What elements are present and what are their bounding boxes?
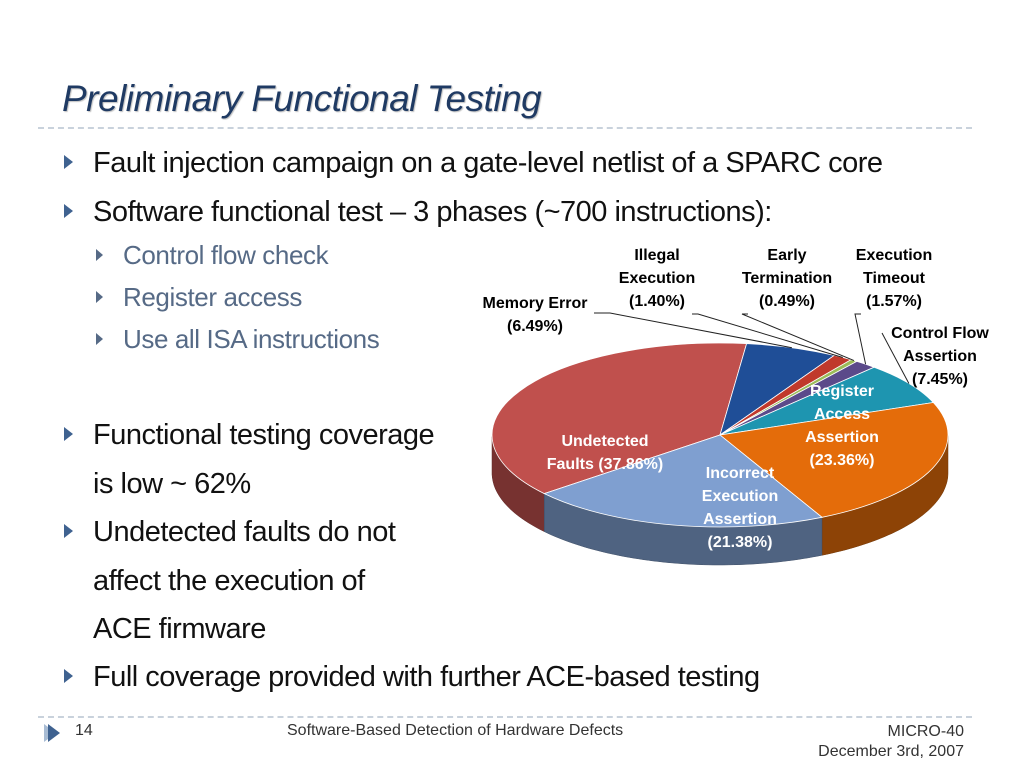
subbullet-arrow-icon: [96, 291, 103, 303]
footer-date: December 3rd, 2007: [818, 743, 964, 760]
subbullet-arrow-icon: [96, 249, 103, 261]
footer-title: Software-Based Detection of Hardware Def…: [287, 722, 624, 739]
leader-line-memory-error: [594, 312, 792, 349]
pie-leader-lines: [594, 312, 910, 384]
page-number: 14: [75, 722, 93, 739]
bullet-arrow-icon: [64, 669, 73, 683]
bullet-arrow-icon: [64, 524, 73, 538]
leader-line-illegal-execution: [692, 313, 843, 358]
bullet-text: Functional testing coverage: [93, 419, 435, 451]
pie-label-line: Timeout: [863, 270, 926, 287]
pie-label-line: (1.57%): [866, 293, 922, 310]
subbullet-text: Control flow check: [123, 240, 329, 270]
bullet-text: Undetected faults do not: [93, 516, 396, 548]
pie-slice-incorrect-execution-assertion: [543, 434, 823, 528]
pie-label-control-flow-assertion: Control Flow Assertion (7.45%): [891, 325, 989, 388]
bullet-arrow-icon: [64, 204, 73, 218]
footer-divider: [38, 716, 972, 718]
bullet-undetected-continued-1: affect the execution of: [93, 565, 365, 597]
footer-arrow-icon: [48, 724, 60, 742]
pie-label-line: Illegal: [634, 247, 679, 264]
slide-title: Preliminary Functional Testing: [62, 78, 542, 119]
leader-line-control-flow-assertion: [881, 332, 910, 384]
pie-label-undetected-faults: Undetected Faults (37.86%): [547, 433, 663, 473]
title-divider: [38, 127, 972, 129]
leader-line-execution-timeout: [854, 313, 867, 365]
pie-label-line: (7.45%): [912, 371, 968, 388]
pie-label-line: (1.40%): [629, 293, 685, 310]
pie-label-line: Execution: [619, 270, 695, 287]
bullet-text: Full coverage provided with further ACE-…: [93, 661, 760, 693]
pie-label-line: (21.38%): [708, 534, 773, 551]
bullet-text: Software functional test – 3 phases (~70…: [93, 196, 772, 228]
pie-label-line: Faults (37.86%): [547, 456, 663, 473]
bullet-arrow-icon: [64, 155, 73, 169]
fault-distribution-pie-chart: Undetected Faults (37.86%) Memory Error (6.…: [483, 247, 990, 566]
bullet-text: Fault injection campaign on a gate-level…: [93, 147, 883, 179]
footer-venue-date: MICRO-40 December 3rd, 2007: [818, 722, 964, 762]
pie-labels: Undetected Faults (37.86%) Memory Error (6.…: [483, 247, 990, 551]
footer-venue: MICRO-40: [887, 723, 964, 740]
pie-label-line: Incorrect: [706, 465, 775, 482]
pie-label-line: Memory Error: [483, 295, 588, 312]
pie-label-line: (6.49%): [507, 318, 563, 335]
bullet-coverage-continued: is low ~ 62%: [93, 468, 251, 500]
pie-slice-undetected-faults: [491, 342, 748, 495]
pie-label-line: Assertion: [703, 511, 777, 528]
pie-slice-register-access-assertion: [719, 402, 949, 518]
subbullet-text: Use all ISA instructions: [123, 324, 380, 354]
pie-label-early-termination: Early Termination (0.49%): [742, 247, 832, 310]
pie-label-line: Assertion: [903, 348, 977, 365]
pie-label-line: Undetected: [561, 433, 648, 450]
pie-label-register-access-assertion: Register Access Assertion (23.36%): [805, 383, 879, 469]
pie-label-line: Control Flow: [891, 325, 989, 342]
bullet-undetected-continued-2: ACE firmware: [93, 613, 266, 645]
pie-label-line: Access: [814, 406, 870, 423]
pie-label-line: (0.49%): [759, 293, 815, 310]
subbullet-arrow-icon: [96, 333, 103, 345]
leader-line-early-termination: [741, 313, 855, 362]
pie-label-line: Execution: [702, 488, 778, 505]
pie-label-memory-error: Memory Error (6.49%): [483, 295, 588, 335]
pie-label-line: Early: [767, 247, 806, 264]
pie-label-execution-timeout: Execution Timeout (1.57%): [856, 247, 932, 310]
pie-top-slices: [491, 342, 949, 528]
pie-label-incorrect-execution-assertion: Incorrect Execution Assertion (21.38%): [702, 465, 778, 551]
subbullet-text: Register access: [123, 282, 302, 312]
pie-label-line: Execution: [856, 247, 932, 264]
pie-label-line: Register: [810, 383, 874, 400]
pie-label-line: (23.36%): [810, 452, 875, 469]
bullet-arrow-icon: [64, 427, 73, 441]
pie-label-illegal-execution: Illegal Execution (1.40%): [619, 247, 695, 310]
pie-label-line: Assertion: [805, 429, 879, 446]
pie-label-line: Termination: [742, 270, 832, 287]
